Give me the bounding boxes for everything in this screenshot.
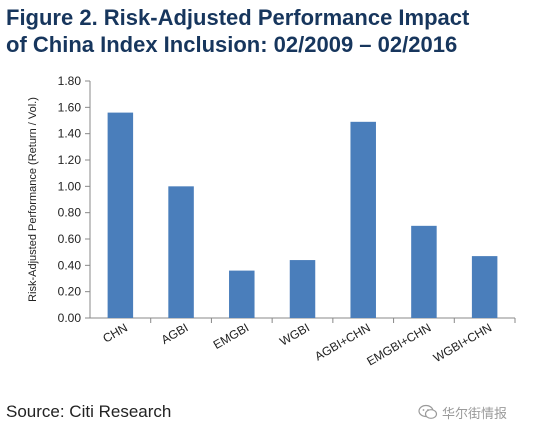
chart-title: Figure 2. Risk-Adjusted Performance Impa…: [6, 4, 536, 58]
y-tick-label: 0.80: [58, 206, 82, 220]
chart-title-line-2: of China Index Inclusion: 02/2009 – 02/2…: [6, 32, 458, 57]
x-tick-label: EMGBI: [211, 320, 251, 351]
x-tick-label: WGBI+CHN: [431, 320, 494, 365]
y-axis-label: Risk-Adjusted Performance (Return / Vol.…: [27, 97, 39, 302]
watermark: 华尔街情报: [418, 402, 533, 422]
x-tick-label: AGBI: [159, 320, 191, 346]
wechat-icon: [418, 404, 438, 419]
bar-wgbi-plus-chn: [471, 256, 498, 318]
bar-agbi: [168, 186, 194, 318]
y-tick-label: 1.00: [58, 179, 82, 193]
x-tick-label: WGBI: [277, 320, 312, 348]
y-tick-label: 1.40: [58, 127, 82, 141]
y-tick-label: 0.00: [58, 311, 82, 325]
bar-chart: Risk-Adjusted Performance (Return / Vol.…: [27, 74, 516, 368]
bar-agbi-plus-chn: [350, 121, 376, 318]
source-note: Source: Citi Research: [6, 402, 172, 421]
y-tick-label: 0.20: [58, 285, 82, 299]
bar-emgbi-plus-chn: [411, 225, 437, 318]
bar-wgbi: [289, 260, 316, 318]
bar-chn: [107, 112, 134, 318]
y-tick-label: 0.40: [58, 258, 82, 272]
watermark-text: 华尔街情报: [442, 406, 508, 422]
y-tick-label: 0.60: [58, 232, 82, 246]
y-tick-label: 1.60: [58, 100, 82, 114]
y-tick-label: 1.20: [58, 153, 82, 167]
y-tick-label: 1.80: [58, 74, 82, 88]
bar-emgbi: [229, 270, 255, 318]
x-tick-label: EMGBI+CHN: [364, 320, 433, 368]
chart-title-line-1: Figure 2. Risk-Adjusted Performance Impa…: [6, 5, 470, 30]
x-tick-label: CHN: [100, 320, 130, 345]
